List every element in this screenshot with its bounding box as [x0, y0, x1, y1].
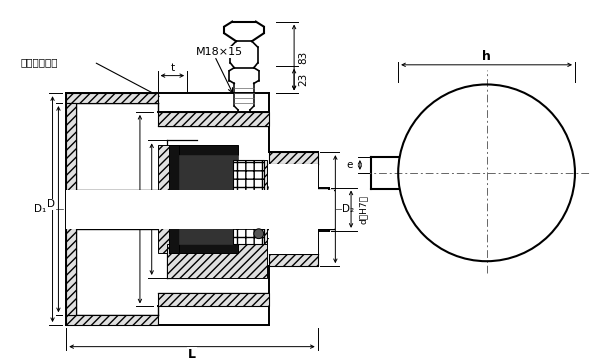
Text: d（H7）: d（H7）	[359, 195, 368, 224]
Text: 83: 83	[298, 51, 308, 64]
Text: q: q	[272, 199, 278, 209]
Text: c: c	[142, 204, 148, 214]
Polygon shape	[66, 315, 158, 325]
Polygon shape	[167, 244, 266, 278]
Text: t: t	[170, 63, 175, 73]
Text: d₃(H7): d₃(H7)	[121, 195, 130, 223]
Text: e: e	[347, 160, 353, 170]
Text: 螺孔（销孔）: 螺孔（销孔）	[20, 57, 58, 67]
Polygon shape	[263, 160, 266, 244]
Polygon shape	[233, 160, 263, 244]
Text: D₂: D₂	[342, 204, 355, 214]
Text: D: D	[47, 199, 55, 209]
Polygon shape	[169, 145, 179, 253]
Polygon shape	[66, 103, 76, 315]
Polygon shape	[179, 155, 238, 244]
Polygon shape	[169, 244, 238, 253]
Polygon shape	[169, 145, 238, 155]
Text: L: L	[188, 348, 196, 361]
Polygon shape	[158, 112, 269, 126]
Polygon shape	[158, 293, 269, 306]
Polygon shape	[269, 152, 317, 164]
Circle shape	[254, 229, 263, 239]
Polygon shape	[158, 145, 169, 253]
Text: D₁: D₁	[34, 204, 47, 214]
Text: h: h	[482, 51, 491, 64]
Polygon shape	[269, 164, 317, 255]
Polygon shape	[269, 255, 317, 266]
Text: M18×15: M18×15	[196, 47, 243, 57]
Polygon shape	[269, 190, 317, 229]
Polygon shape	[66, 190, 334, 229]
Polygon shape	[5, 0, 595, 355]
Text: 23: 23	[298, 73, 308, 86]
Text: r: r	[242, 242, 247, 252]
Text: o: o	[272, 183, 278, 192]
Polygon shape	[66, 93, 158, 103]
